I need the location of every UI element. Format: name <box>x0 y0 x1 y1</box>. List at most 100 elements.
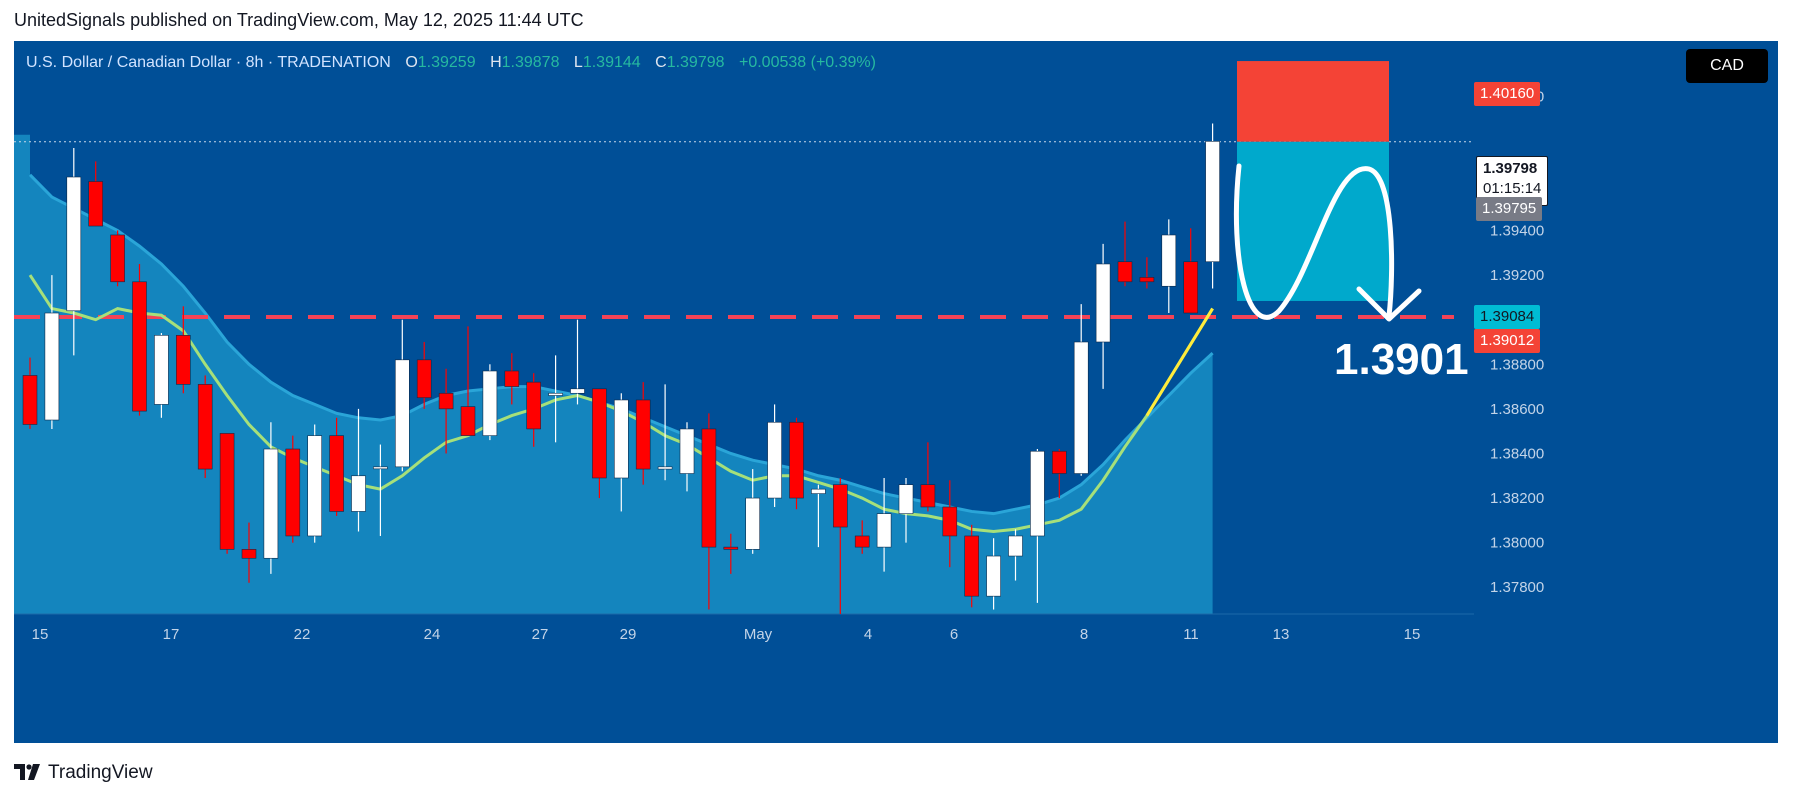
candle <box>263 422 279 574</box>
x-tick-label: 15 <box>32 626 49 643</box>
candle-body <box>1052 450 1067 474</box>
x-tick-label: 4 <box>864 626 872 643</box>
low-value: 1.39144 <box>582 54 641 71</box>
y-tick-label: 1.39400 <box>1490 223 1544 240</box>
y-tick-label: 1.38800 <box>1490 356 1544 373</box>
chart-panel[interactable]: 1.39011.400001.394001.392001.388001.3860… <box>14 41 1778 743</box>
candle-body <box>657 466 673 470</box>
y-tick-label: 1.39200 <box>1490 267 1544 284</box>
candle <box>110 230 125 287</box>
candle <box>1183 228 1198 314</box>
candle <box>548 355 563 443</box>
candle-body <box>1117 261 1133 283</box>
candle <box>460 326 476 436</box>
candle <box>1095 243 1111 389</box>
candle <box>942 480 958 568</box>
candle <box>1052 449 1067 499</box>
candle-body <box>767 421 782 499</box>
candle <box>657 384 673 481</box>
candle <box>613 393 629 512</box>
candle-body <box>613 399 629 479</box>
candle-body <box>482 370 498 436</box>
last-price-value: 1.39798 <box>1483 160 1538 177</box>
take-profit-zone <box>1237 141 1389 301</box>
y-tick-label: 1.38000 <box>1490 535 1544 552</box>
candle-body <box>854 535 870 548</box>
y-tick-label: 1.38400 <box>1490 445 1544 462</box>
candle-body <box>88 181 103 227</box>
stop-price-tag: 1.40160 <box>1474 82 1541 106</box>
candle-body <box>373 466 388 470</box>
candle <box>920 442 936 512</box>
candle-body <box>307 435 323 537</box>
candle-body <box>570 388 585 394</box>
candle-body <box>745 497 761 550</box>
open-label: O <box>405 54 418 71</box>
candle <box>285 435 301 543</box>
candle-body <box>460 406 476 436</box>
tradingview-footer[interactable]: TradingView <box>14 762 153 784</box>
candle-body <box>329 435 344 512</box>
candle-body <box>811 488 826 494</box>
candle-body <box>154 335 169 405</box>
x-tick-label: 22 <box>294 626 311 643</box>
x-tick-label: 13 <box>1273 626 1290 643</box>
symbol-legend: U.S. Dollar / Canadian Dollar · 8h · TRA… <box>26 54 876 72</box>
candle-body <box>920 484 936 508</box>
candle <box>1205 123 1220 289</box>
price-chart[interactable]: 1.39011.400001.394001.392001.388001.3860… <box>14 41 1778 743</box>
candle <box>789 417 804 510</box>
tradingview-brand: TradingView <box>48 762 153 783</box>
candle-body <box>1008 535 1023 557</box>
candle <box>504 353 520 405</box>
candle <box>219 433 235 554</box>
candle-body <box>679 428 695 474</box>
candle-body <box>66 176 82 312</box>
candle <box>811 484 826 548</box>
y-tick-label: 1.38600 <box>1490 401 1544 418</box>
bar-countdown: 01:15:14 <box>1483 180 1542 197</box>
x-tick-label: 29 <box>620 626 637 643</box>
candle <box>986 538 1001 610</box>
candle <box>373 444 388 536</box>
candle <box>394 319 410 472</box>
candle <box>723 533 739 574</box>
candle-body <box>1030 450 1045 537</box>
candle-body <box>701 428 717 548</box>
candle <box>88 161 103 227</box>
x-tick-label: 27 <box>532 626 549 643</box>
x-tick-label: 24 <box>424 626 441 643</box>
x-tick-label: 11 <box>1183 626 1199 643</box>
candle-body <box>263 448 279 559</box>
high-value: 1.39878 <box>501 54 560 71</box>
candle-body <box>1205 141 1220 263</box>
candle <box>66 148 82 356</box>
price-axis-area <box>1474 41 1778 743</box>
candle-body <box>219 433 235 550</box>
candle <box>329 417 344 516</box>
tradingview-logo-icon <box>14 764 42 782</box>
candle <box>1139 257 1155 289</box>
candle-body <box>44 312 60 421</box>
candle <box>679 422 695 492</box>
candle <box>132 263 147 416</box>
candle-body <box>1073 341 1089 474</box>
change-value: +0.00538 (+0.39%) <box>738 54 876 71</box>
x-tick-label: 8 <box>1080 626 1088 643</box>
candle <box>176 306 191 394</box>
candle <box>154 333 169 418</box>
y-tick-label: 1.38200 <box>1490 490 1544 507</box>
candle-body <box>1095 263 1111 343</box>
target-annotation: 1.3901 <box>1334 335 1469 384</box>
candle-body <box>132 281 147 412</box>
candle <box>745 469 761 554</box>
candle <box>197 375 213 478</box>
candle-body <box>592 388 607 479</box>
currency-button[interactable]: CAD <box>1686 49 1768 83</box>
candle-body <box>176 335 191 385</box>
candle-body <box>789 421 804 499</box>
candle <box>592 388 607 499</box>
down-arrow-icon <box>1356 286 1422 322</box>
target-price-tag: 1.39084 <box>1474 305 1541 329</box>
x-tick-label: 6 <box>950 626 958 643</box>
